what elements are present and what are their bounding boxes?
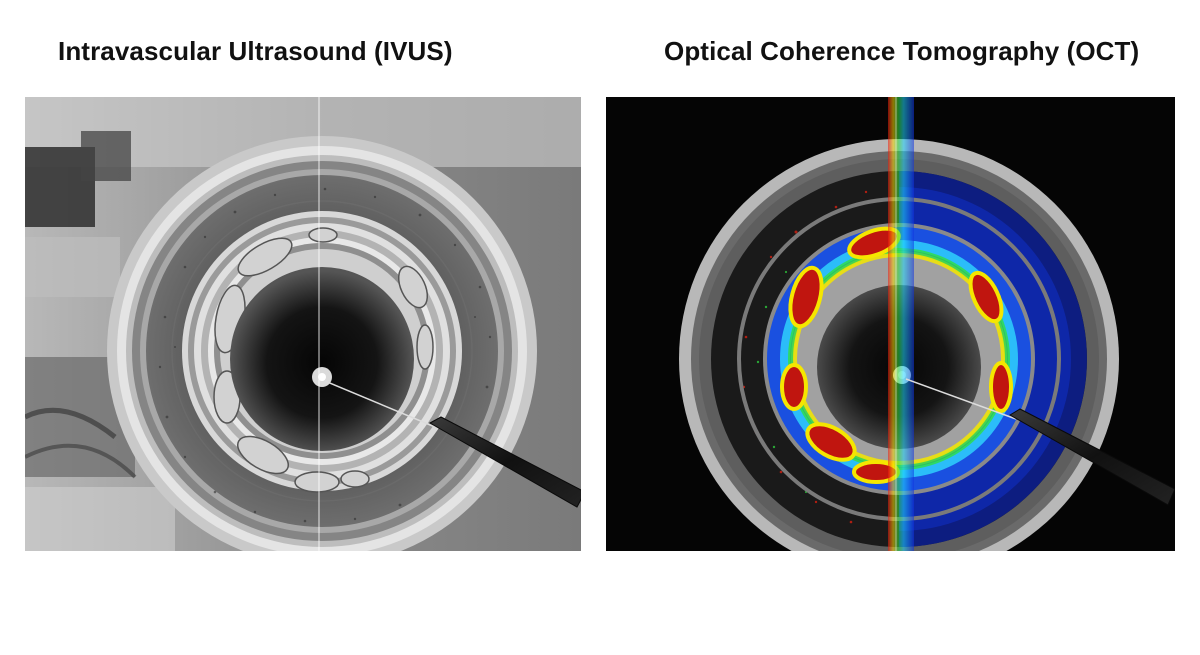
vessel-lumen — [230, 267, 414, 451]
oct-vessel-cross-section — [606, 97, 1175, 551]
catheter-wire — [324, 380, 436, 428]
oct-catheter — [1009, 408, 1175, 506]
oct-title: Optical Coherence Tomography (OCT) — [664, 36, 1140, 66]
ivus-vessel-cross-section — [25, 97, 581, 551]
ivus-title: Intravascular Ultrasound (IVUS) — [58, 36, 453, 66]
ivus-image — [25, 97, 581, 551]
oct-plaque-deposits — [780, 226, 1013, 484]
oct-image — [606, 97, 1175, 551]
catheter — [428, 416, 581, 508]
oct-catheter-wire — [905, 378, 1017, 420]
spectrum-scan-line — [888, 97, 914, 551]
